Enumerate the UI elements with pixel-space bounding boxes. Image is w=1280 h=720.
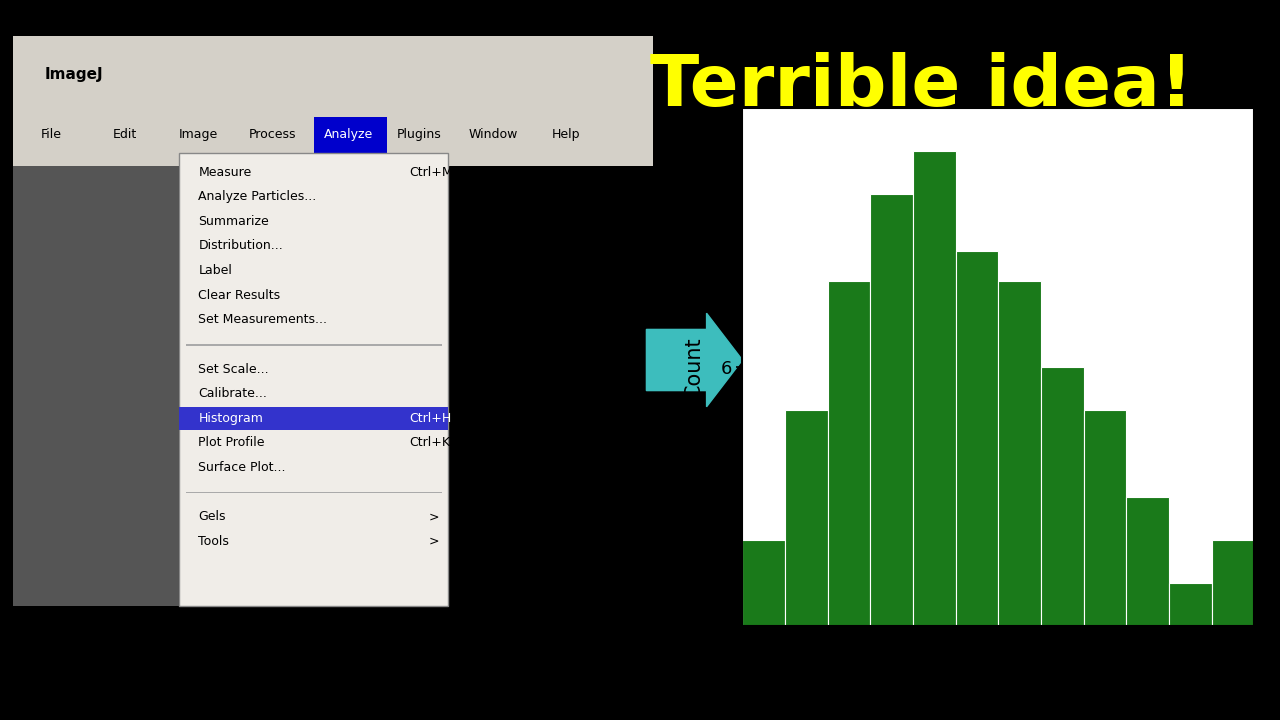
Bar [998,281,1041,626]
Text: Measure: Measure [198,166,252,179]
Text: File: File [41,128,61,141]
FancyBboxPatch shape [186,344,442,346]
Bar [785,410,828,626]
Text: Gels: Gels [198,510,225,523]
FancyBboxPatch shape [179,407,448,430]
FancyBboxPatch shape [186,492,442,493]
Text: Distribution...: Distribution... [198,240,283,253]
Text: Summarize: Summarize [198,215,269,228]
Text: Window: Window [468,128,517,141]
Text: Ctrl+K: Ctrl+K [410,436,451,449]
Text: Histogram: Histogram [198,412,264,425]
Bar [1126,497,1169,626]
Text: Help: Help [552,128,581,141]
FancyBboxPatch shape [179,153,448,606]
Text: Analyze Particles...: Analyze Particles... [198,190,316,203]
FancyBboxPatch shape [13,36,653,114]
Bar [742,540,785,626]
Bar [956,251,998,626]
Text: Plot Profile: Plot Profile [198,436,265,449]
Text: Ctrl+H: Ctrl+H [410,412,452,425]
Text: Ctrl+M: Ctrl+M [410,166,453,179]
Bar [1169,583,1212,626]
Bar [1084,410,1126,626]
FancyArrow shape [646,313,742,407]
Text: ImageJ: ImageJ [45,68,104,82]
Text: Tools: Tools [198,535,229,548]
Bar [1212,540,1254,626]
Text: Terrible idea!: Terrible idea! [650,52,1193,121]
Bar [913,151,956,626]
Text: >: > [429,510,439,523]
Bar [828,281,870,626]
Text: Surface Plot...: Surface Plot... [198,461,285,474]
Bar [870,194,913,626]
Text: >: > [429,535,439,548]
FancyBboxPatch shape [314,117,387,153]
Text: Set Scale...: Set Scale... [198,363,269,376]
Text: Edit: Edit [113,128,137,141]
Text: Process: Process [248,128,296,141]
Text: Set Measurements...: Set Measurements... [198,313,328,326]
Text: Clear Results: Clear Results [198,289,280,302]
Text: Label: Label [198,264,232,277]
Text: Image: Image [179,128,218,141]
FancyBboxPatch shape [13,166,179,606]
Text: Plugins: Plugins [397,128,442,141]
Y-axis label: Count: Count [684,336,704,398]
FancyBboxPatch shape [13,114,653,166]
Text: Calibrate...: Calibrate... [198,387,268,400]
Text: Analyze: Analyze [324,128,374,141]
X-axis label: Grain size (μm): Grain size (μm) [919,660,1079,680]
Bar [1041,367,1084,626]
